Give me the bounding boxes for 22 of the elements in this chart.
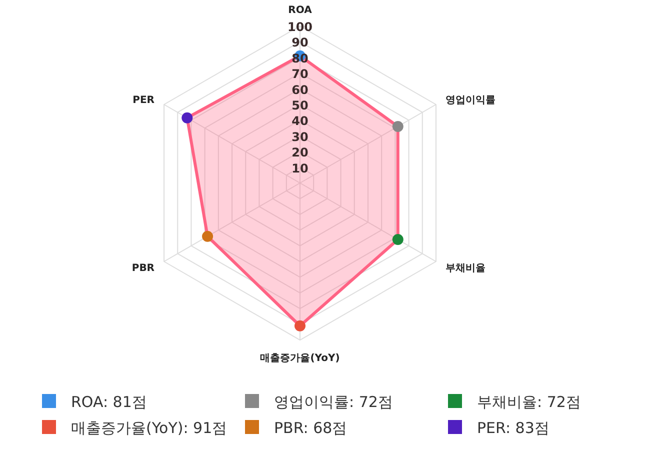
y-tick-label: 40 [292, 114, 308, 128]
spoke-label: 부채비율 [445, 262, 486, 274]
y-tick-label: 80 [292, 51, 308, 66]
y-tick-label: 70 [292, 67, 308, 82]
spoke-label: 매출증가율(YoY) [260, 352, 340, 364]
y-tick-label: 90 [292, 36, 308, 50]
spoke-label: 영업이익률 [445, 95, 496, 106]
y-tick-label: 60 [292, 82, 308, 97]
y-tick-label: 100 [287, 20, 313, 34]
text: PER: 83점 [477, 419, 550, 437]
spoke-label: PER [132, 95, 155, 106]
text: 매출증가율(YoY): 91점 [71, 419, 228, 437]
y-tick-label: 20 [292, 146, 308, 160]
text: 영업이익률: 72점 [274, 393, 393, 411]
y-tick-label: 10 [292, 161, 308, 176]
text: PBR: 68점 [274, 419, 348, 437]
text: ROA: 81점 [71, 393, 147, 411]
y-tick-label: 50 [292, 98, 308, 112]
y-tick-label: 30 [292, 130, 308, 144]
text: 부채비율: 72점 [477, 393, 581, 411]
spoke-label: ROA [288, 5, 312, 16]
spoke-label: PBR [132, 262, 155, 274]
